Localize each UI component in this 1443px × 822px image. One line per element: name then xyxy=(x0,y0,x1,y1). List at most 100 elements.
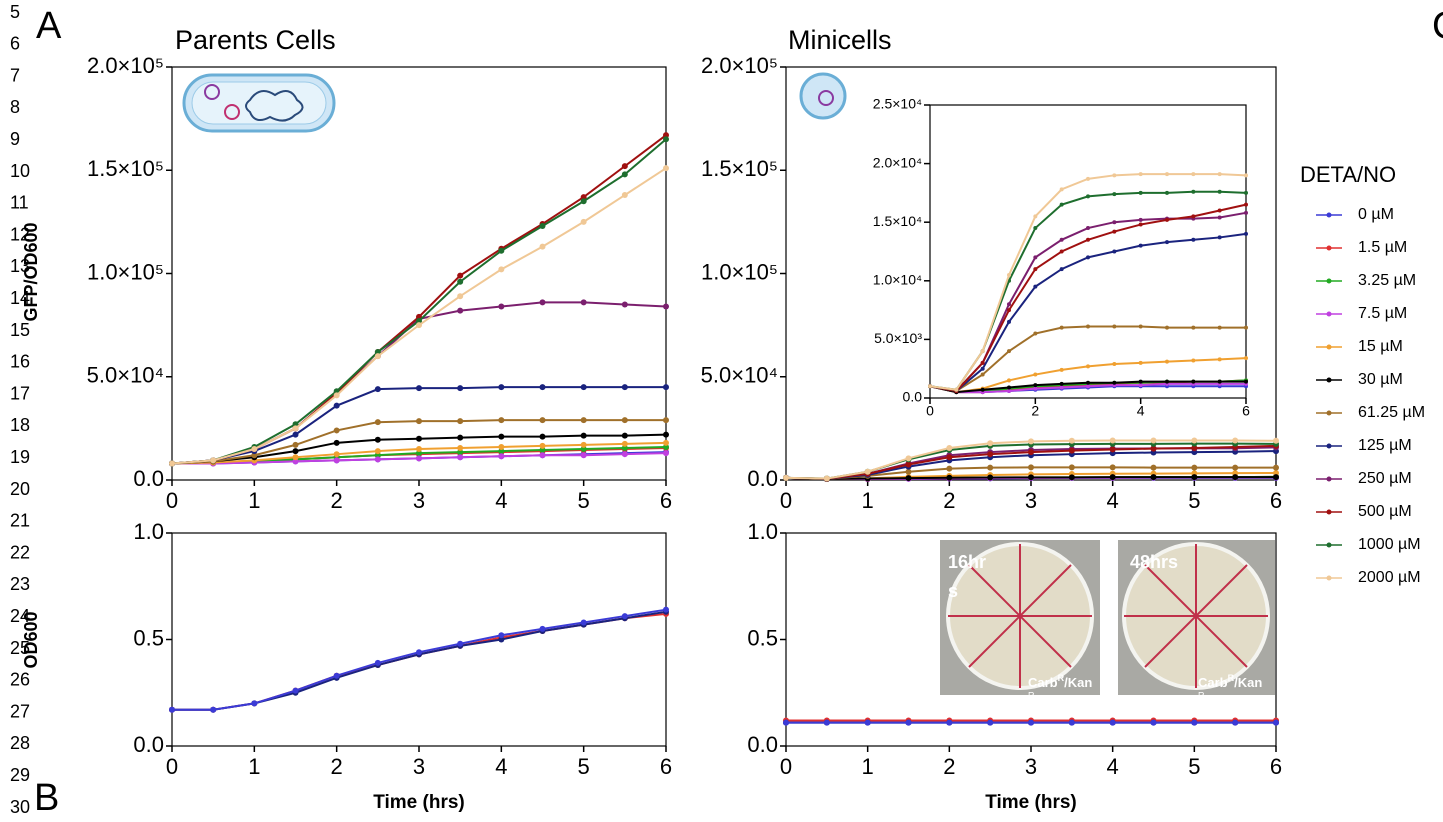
data-point xyxy=(1191,325,1196,330)
x-tick-label: 5 xyxy=(578,754,590,779)
data-point xyxy=(1191,464,1198,471)
x-tick-label: 2 xyxy=(1031,403,1039,419)
data-point xyxy=(374,348,381,355)
data-point xyxy=(1138,243,1143,248)
legend-marker xyxy=(1326,212,1332,218)
data-point xyxy=(1112,192,1117,197)
data-point xyxy=(928,384,932,389)
chart-title: Parents Cells xyxy=(175,25,336,55)
y-tick-label: 1.0 xyxy=(747,519,778,544)
legend-label: 1000 µM xyxy=(1358,536,1421,553)
x-axis-title: Time (hrs) xyxy=(985,792,1077,813)
data-point xyxy=(1086,364,1090,369)
data-point xyxy=(1150,474,1157,481)
data-point xyxy=(1007,308,1011,313)
data-point xyxy=(1191,358,1196,363)
legend-marker xyxy=(1326,377,1332,383)
line-number: 24 xyxy=(10,606,30,626)
data-point xyxy=(1165,217,1169,222)
x-tick-label: 0 xyxy=(780,754,792,779)
x-tick-label: 4 xyxy=(1107,754,1119,779)
data-point xyxy=(457,434,464,441)
data-point xyxy=(498,266,505,273)
y-tick-label: 1.0 xyxy=(133,519,164,544)
legend-label: 3.25 µM xyxy=(1358,272,1416,289)
y-tick-label: 0.0 xyxy=(133,466,164,491)
data-point xyxy=(1033,214,1038,219)
x-tick-label: 3 xyxy=(1025,488,1037,513)
data-point xyxy=(374,386,381,393)
legend-marker xyxy=(1326,509,1332,515)
y-tick-label: 2.5×10⁴ xyxy=(873,96,922,112)
data-point xyxy=(1138,383,1143,388)
data-point xyxy=(292,458,299,465)
photo-label: Carb xyxy=(1028,675,1058,690)
data-point xyxy=(292,454,299,461)
data-point xyxy=(498,632,505,639)
data-point xyxy=(580,441,587,448)
data-point xyxy=(663,132,669,139)
legend-marker xyxy=(1326,344,1332,350)
data-point xyxy=(1244,202,1248,207)
x-tick-label: 6 xyxy=(1242,403,1250,419)
data-point xyxy=(498,448,505,455)
data-point xyxy=(663,431,669,438)
data-point xyxy=(1217,208,1222,213)
line-number: 5 xyxy=(10,2,20,22)
legend-label: 61.25 µM xyxy=(1358,404,1425,421)
data-point xyxy=(1217,379,1222,384)
data-point xyxy=(1244,325,1248,330)
photo-label: R xyxy=(1028,690,1035,700)
data-point xyxy=(980,349,985,354)
series-line xyxy=(172,608,667,711)
data-point xyxy=(946,474,953,481)
data-point xyxy=(1244,210,1248,215)
data-point xyxy=(374,456,381,463)
line-number: 25 xyxy=(10,638,30,658)
data-point xyxy=(1112,362,1117,367)
data-point xyxy=(1028,438,1034,445)
data-point xyxy=(580,384,587,391)
x-tick-label: 5 xyxy=(1188,488,1200,513)
data-point xyxy=(1191,172,1196,177)
data-point xyxy=(1109,437,1116,444)
data-point xyxy=(580,432,587,439)
line-number: 17 xyxy=(10,383,30,403)
data-point xyxy=(980,366,985,371)
data-point xyxy=(621,440,628,447)
data-point xyxy=(1273,437,1279,444)
y-tick-label: 0.0 xyxy=(747,732,778,757)
data-point xyxy=(539,452,546,459)
legend-label: 7.5 µM xyxy=(1358,305,1407,322)
data-point xyxy=(1109,464,1116,471)
data-point xyxy=(1232,474,1239,481)
data-point xyxy=(1068,474,1075,481)
data-point xyxy=(1273,474,1279,481)
data-point xyxy=(416,418,422,425)
data-point xyxy=(905,455,912,462)
y-tick-label: 0.0 xyxy=(747,466,778,491)
legend-marker xyxy=(1326,476,1332,482)
series-line xyxy=(171,138,667,465)
series-line xyxy=(172,612,667,711)
data-point xyxy=(333,427,340,434)
data-point xyxy=(823,475,830,482)
data-point xyxy=(946,454,953,461)
data-point xyxy=(498,433,505,440)
data-point xyxy=(1244,173,1248,178)
series-line xyxy=(171,134,667,465)
data-point xyxy=(1138,222,1143,227)
line-number: 28 xyxy=(10,733,30,753)
data-point xyxy=(663,606,669,613)
legend-marker xyxy=(1326,575,1332,581)
photo-label: /Kan xyxy=(1234,675,1262,690)
data-point xyxy=(539,433,546,440)
series-line xyxy=(172,610,667,711)
data-point xyxy=(1086,176,1090,181)
data-point xyxy=(457,385,464,392)
data-point xyxy=(416,455,422,462)
line-number: 7 xyxy=(10,65,20,85)
data-point xyxy=(663,303,669,310)
data-point xyxy=(539,442,546,449)
x-tick-label: 1 xyxy=(248,754,260,779)
